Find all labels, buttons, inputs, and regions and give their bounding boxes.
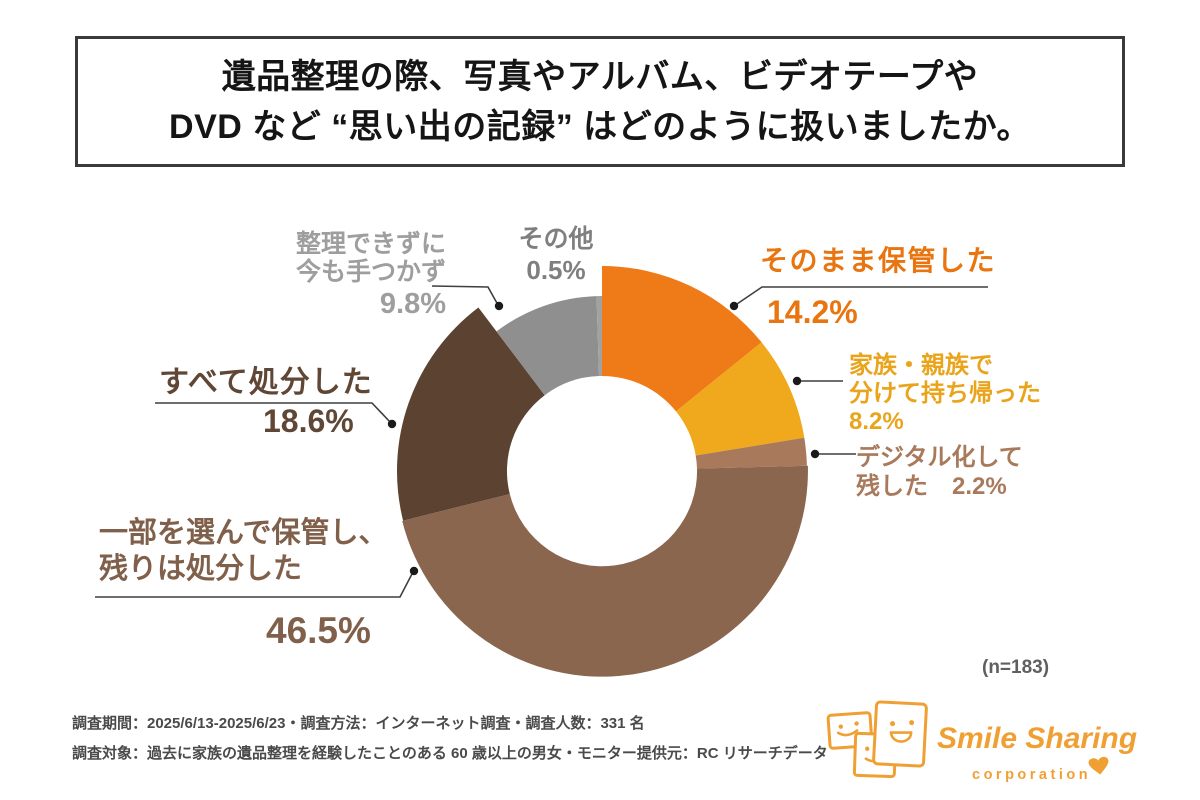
leader-dot-sonomama [729, 301, 739, 311]
callout-family-shared-line1: 家族・親族で [849, 352, 993, 379]
callout-family-shared-value: 8.2% [849, 408, 904, 435]
callout-other-value: 0.5% [526, 255, 586, 285]
logo-brand-text: Smile Sharing [937, 722, 1137, 755]
leader-dot-digital [810, 449, 820, 459]
callout-kept-some-line2: 残りは処分した [99, 553, 303, 585]
callout-kept-some-line1: 一部を選んで保管し、 [99, 517, 388, 549]
callout-digitized: デジタル化して 残した 2.2% [856, 443, 1023, 501]
question-title-box: 遺品整理の際、写真やアルバム、ビデオテープや DVD など “思い出の記録” は… [75, 36, 1125, 167]
leader-dot-kazoku [792, 376, 802, 386]
callout-untouched-line2: 今も手つかず [295, 258, 446, 286]
callout-digitized-line2: 残した 2.2% [856, 473, 1007, 500]
callout-untouched-value: 9.8% [379, 288, 446, 320]
leader-dot-subete [387, 419, 397, 429]
survey-notes-line1: 調査期間：2025/6/13-2025/6/23・調査方法：インターネット調査・… [72, 715, 645, 732]
donut-wedges [396, 266, 808, 677]
leader-dot-ichibu [409, 566, 419, 576]
leader-sonomama [733, 286, 988, 307]
callout-kept-as-is-value: 14.2% [767, 294, 858, 330]
leader-subete [155, 402, 392, 424]
leader-dot-seiri [494, 301, 504, 311]
leader-lines [95, 285, 988, 598]
donut-segment-2 [695, 437, 807, 469]
callout-other: その他 0.5% [500, 224, 612, 286]
donut-segment-4 [396, 307, 545, 521]
company-logo: Smile Sharing corporation [826, 700, 1137, 783]
donut-segment-3 [402, 465, 808, 677]
logo-sub-text: corporation [972, 767, 1091, 783]
logo-card-right [872, 700, 928, 768]
callout-disposed-all-label: すべて処分した [159, 366, 373, 399]
callout-digitized-line1: デジタル化して [856, 444, 1023, 471]
heart-icon [1088, 756, 1109, 775]
question-title-line2: DVD など “思い出の記録” はどのように扱いましたか。 [169, 107, 1031, 146]
callout-untouched: 整理できずに 今も手つかず 9.8% [246, 230, 446, 320]
callout-kept-some: 一部を選んで保管し、 残りは処分した [99, 515, 388, 587]
callout-untouched-line1: 整理できずに [295, 230, 446, 258]
donut-segment-5 [496, 296, 599, 396]
question-title-line1: 遺品整理の際、写真やアルバム、ビデオテープや [221, 57, 979, 96]
leader-seiri [431, 285, 499, 306]
sample-size-label: (n=183) [982, 657, 1050, 678]
donut-segment-6 [596, 296, 602, 376]
callout-family-shared: 家族・親族で 分けて持ち帰った 8.2% [849, 352, 1041, 436]
callout-family-shared-line2: 分けて持ち帰った [849, 380, 1041, 407]
survey-notes-line2: 調査対象：過去に家族の遺品整理を経験したことのある 60 歳以上の男女・モニター… [72, 745, 828, 762]
callout-kept-as-is-label: そのまま保管した [760, 245, 997, 276]
donut-segment-1 [676, 342, 805, 456]
logo-icon [826, 700, 928, 779]
callout-other-label: その他 [518, 225, 594, 253]
callout-kept-some-value: 46.5% [266, 610, 371, 651]
donut-segment-0 [602, 266, 762, 412]
callout-disposed-all-value: 18.6% [263, 403, 354, 439]
leader-ichibu [95, 571, 414, 598]
survey-notes: 調査期間：2025/6/13-2025/6/23・調査方法：インターネット調査・… [72, 709, 828, 769]
